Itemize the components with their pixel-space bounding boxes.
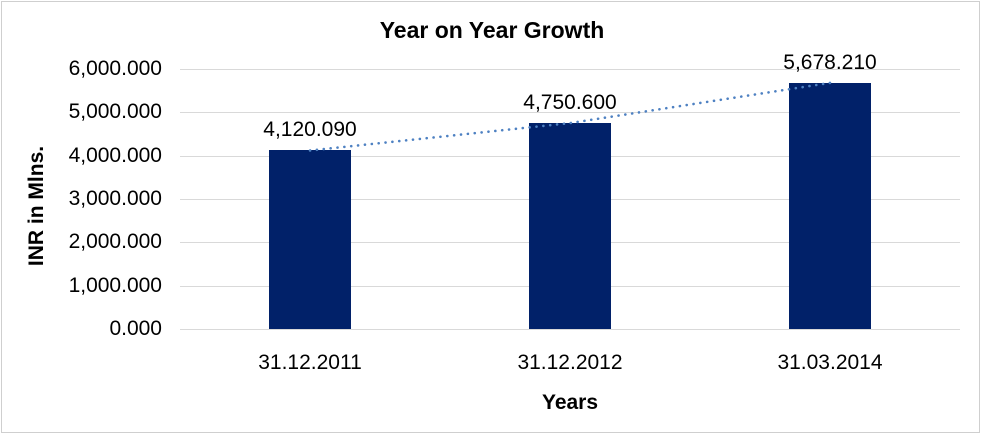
x-axis-title: Years [541,391,599,414]
y-tick-label: 1,000.000 [68,274,162,297]
chart-title: Year on Year Growth [379,17,605,43]
gridline [180,69,960,70]
y-tick-label: 2,000.000 [68,230,162,253]
x-tick-label: 31.03.2014 [777,351,883,374]
y-tick-label: 4,000.000 [68,144,162,167]
x-tick-label: 31.12.2011 [258,351,362,374]
y-tick-label: 0.000 [109,317,162,340]
gridline [180,329,960,330]
bar-31.12.2011 [269,150,351,329]
x-tick-label: 31.12.2012 [517,351,623,374]
bar-31.03.2014 [789,82,871,329]
y-tick-label: 3,000.000 [68,187,162,210]
data-label: 4,120.090 [263,118,357,142]
data-label: 4,750.600 [523,91,617,115]
y-tick-label: 6,000.000 [68,57,162,80]
y-tick-label: 5,000.000 [68,100,162,123]
bar-31.12.2012 [529,123,611,329]
data-label: 5,678.210 [783,50,877,74]
